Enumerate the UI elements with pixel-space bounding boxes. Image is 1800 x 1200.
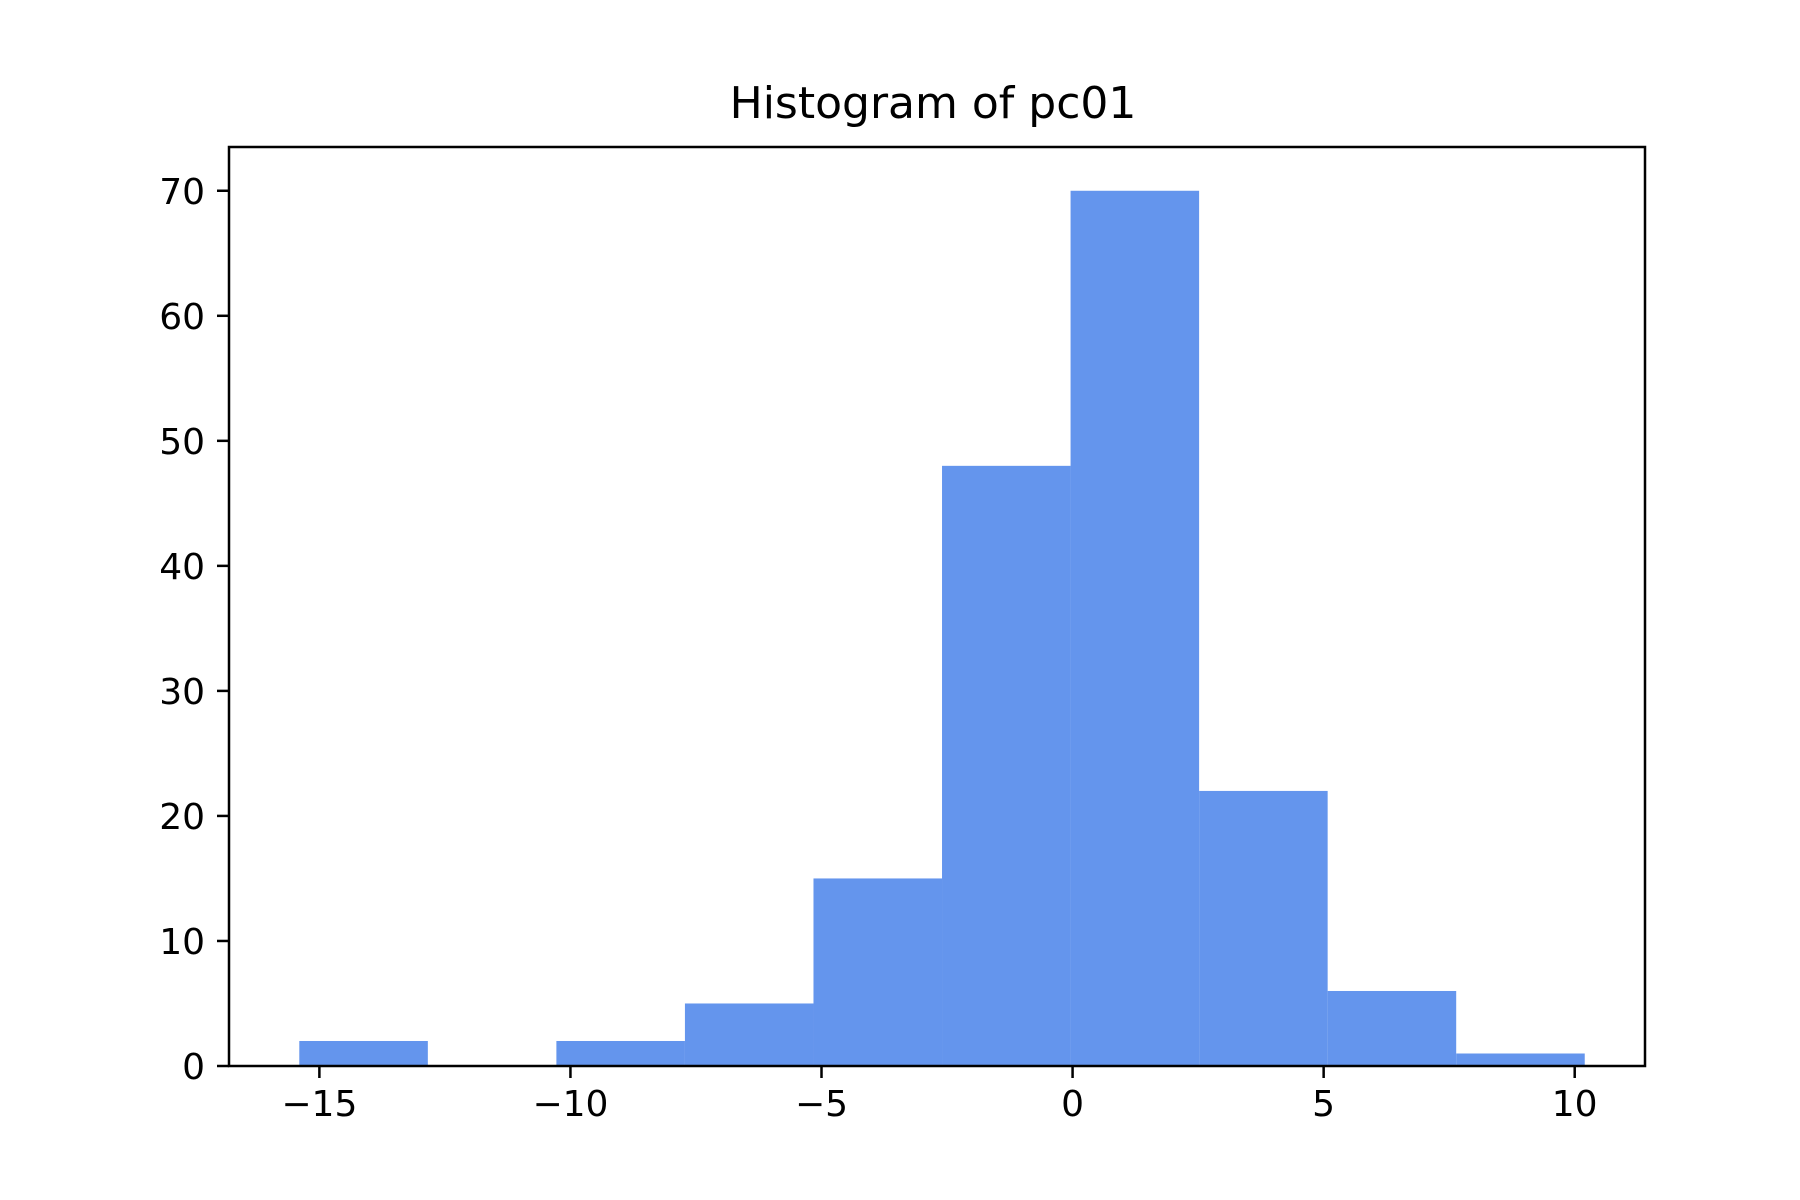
histogram-bar-8 [1327,990,1457,1066]
histogram-bar-6 [1070,190,1200,1066]
y-tick-label: 10 [159,922,205,963]
x-axis: −15 −10 −5 0 5 10 [281,1066,1598,1125]
histogram-bar-7 [1199,790,1328,1066]
x-tick-label: −5 [795,1084,848,1125]
histogram-bar-5 [942,465,1071,1066]
histogram-bar-4 [813,878,943,1066]
chart-title: Histogram of pc01 [730,78,1137,129]
x-tick-label: −15 [281,1084,357,1125]
x-tick-label: 0 [1061,1084,1084,1125]
histogram-bar-9 [1456,1053,1585,1066]
y-tick-label: 40 [159,547,205,588]
y-tick-label: 20 [159,797,205,838]
histogram-bars [299,190,1585,1066]
y-tick-label: 30 [159,672,205,713]
histogram-bar-2 [556,1040,685,1066]
x-tick-label: −10 [532,1084,608,1125]
x-tick-label: 5 [1312,1084,1335,1125]
y-tick-label: 50 [159,422,205,463]
histogram-bar-0 [299,1040,428,1066]
histogram-bar-3 [684,1003,814,1066]
y-tick-label: 0 [182,1047,205,1088]
y-tick-label: 60 [159,297,205,338]
y-tick-label: 70 [159,172,205,213]
plot-area-frame [227,145,1647,1068]
x-tick-label: 10 [1552,1084,1598,1125]
y-axis: 0 10 20 30 40 50 60 70 [159,172,229,1088]
